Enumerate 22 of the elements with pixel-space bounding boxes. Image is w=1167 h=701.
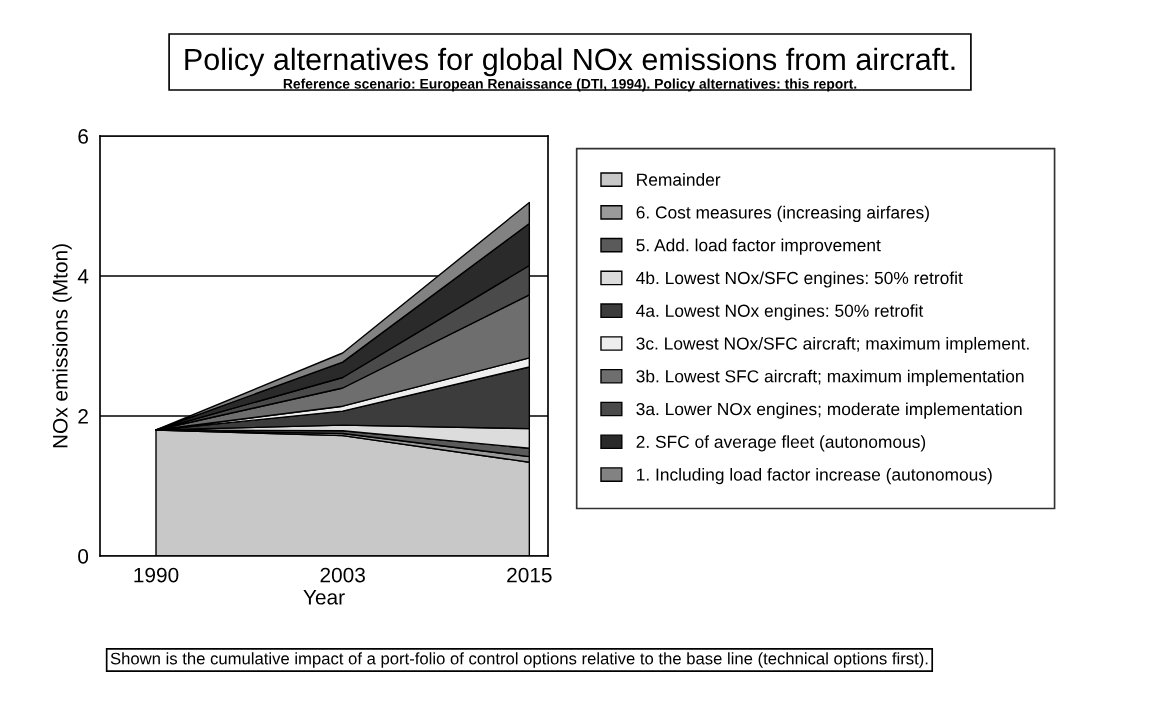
y-tick-label: 0: [78, 549, 89, 564]
text: Shown is the cumulative impact of a port-folio of control options relative to the base line (technical options first).: [110, 652, 928, 668]
legend-label: 3b. Lowest SFC aircraft; maximum implementation: [636, 369, 1024, 386]
y-tick-label: 6: [78, 129, 88, 144]
y-tick-label: 2: [78, 409, 88, 424]
chart-title: Policy alternatives for global NOx emissions from aircraft.: [185, 47, 955, 77]
x-tick-label: 2003: [320, 567, 365, 583]
y-tick-label: 4: [77, 269, 89, 284]
legend-label: 5. Add. load factor improvement: [636, 238, 881, 255]
legend-label: 4b. Lowest NOx/SFC engines: 50% retrofit: [636, 271, 963, 288]
x-tick-label: 1990: [134, 567, 179, 583]
x-axis-title: Year: [303, 590, 345, 605]
chart-subtitle: Reference scenario: European Renaissance (DTI, 1994). Policy alternatives: this report.: [283, 78, 857, 92]
legend-label: 3c. Lowest NOx/SFC aircraft; maximum implement.: [636, 336, 1029, 354]
legend-label: 3a. Lower NOx engines; moderate implementation: [636, 402, 1022, 419]
legend-label: 1. Including load factor increase (autonomous): [637, 468, 992, 485]
y-axis-title: NOx emissions (Mton): [52, 244, 72, 448]
x-tick-label: 2015: [507, 567, 552, 583]
legend-label: 6. Cost measures (increasing airfares): [636, 205, 929, 223]
legend-label: Remainder: [637, 173, 721, 186]
legend-label: 2. SFC of average fleet (autonomous): [636, 435, 926, 452]
legend-label: 4a. Lowest NOx engines: 50% retrofit: [636, 304, 924, 321]
